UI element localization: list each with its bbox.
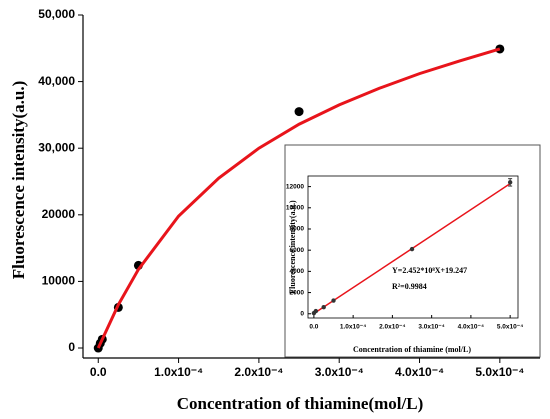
- y-axis-label: Fluorescence intensity(a.u.): [9, 81, 28, 279]
- y-tick-label: 4000: [290, 268, 305, 275]
- data-point: [321, 304, 326, 310]
- x-tick-label: 1.0x10⁻⁴: [154, 365, 203, 379]
- data-point: [409, 246, 415, 252]
- x-tick-label: 0.0: [309, 324, 318, 331]
- y-tick-label: 0: [68, 340, 75, 354]
- data-point: [331, 298, 336, 303]
- plot-frame: [307, 175, 519, 319]
- x-axis-label: Concentration of thiamine (mol/L): [353, 345, 471, 354]
- y-tick-label: 30,000: [38, 140, 75, 154]
- data-point: [294, 107, 304, 117]
- y-tick-label: 40,000: [38, 74, 75, 88]
- y-tick-label: 6000: [290, 247, 305, 254]
- x-tick-label: 1.0x10⁻⁴: [340, 324, 367, 331]
- annotation: Y=2.452*10⁸X+19.247: [392, 266, 467, 275]
- x-tick-label: 4.0x10⁻⁴: [395, 365, 444, 379]
- y-axis-label: Fluorescence intensity(a.u.): [288, 200, 297, 294]
- annotation: R²=0.9984: [392, 282, 427, 291]
- x-axis-label: Concentration of thiamine(mol/L): [177, 394, 423, 413]
- y-tick-label: 12000: [286, 183, 304, 190]
- x-tick-label: 3.0x10⁻⁴: [418, 324, 445, 331]
- x-tick-label: 2.0x10⁻⁴: [234, 365, 283, 379]
- y-tick-label: 50,000: [38, 7, 75, 21]
- fit-line: [96, 47, 501, 349]
- y-tick-label: 2000: [290, 289, 305, 296]
- data-point: [313, 308, 319, 314]
- x-tick-label: 4.0x10⁻⁴: [458, 324, 485, 331]
- y-tick-label: 10000: [286, 205, 304, 212]
- data-point: [507, 180, 513, 185]
- y-tick-label: 10000: [42, 274, 76, 288]
- x-tick-label: 5.0x10⁻⁴: [475, 365, 524, 379]
- y-tick-label: 8000: [290, 226, 305, 233]
- x-tick-label: 5.0x10⁻⁴: [497, 324, 524, 331]
- x-tick-label: 3.0x10⁻⁴: [315, 365, 364, 379]
- x-tick-label: 0.0: [90, 365, 107, 379]
- y-tick-label: 20000: [42, 207, 76, 221]
- y-tick-label: 0: [300, 310, 304, 317]
- x-tick-label: 2.0x10⁻⁴: [379, 324, 406, 331]
